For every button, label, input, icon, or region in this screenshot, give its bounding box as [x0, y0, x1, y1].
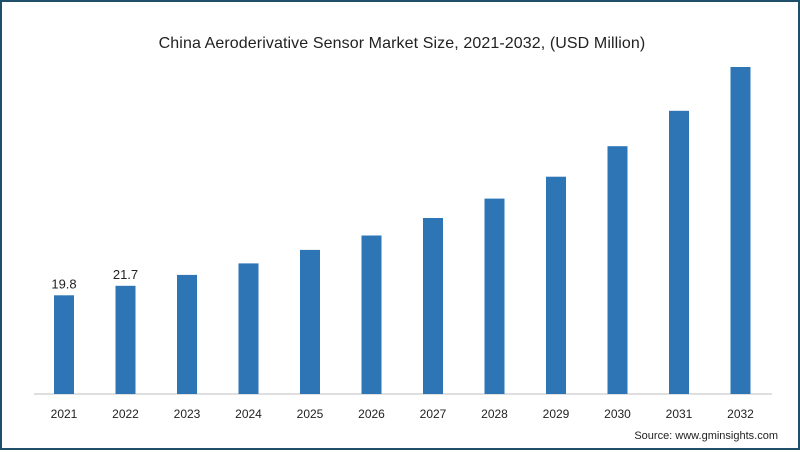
data-labels-group: 19.8 21.7 [51, 267, 138, 292]
data-label: 19.8 [51, 276, 76, 291]
x-tick-label: 2028 [481, 407, 508, 421]
bar-2028 [484, 198, 505, 394]
bar-2029 [546, 176, 566, 394]
data-label: 21.7 [113, 267, 138, 282]
bar-2022 [115, 285, 136, 394]
source-note: Source: www.gminsights.com [634, 430, 778, 442]
x-tick-label: 2023 [174, 407, 201, 421]
x-tick-label: 2021 [51, 407, 78, 421]
x-tick-label: 2025 [297, 407, 324, 421]
chart-title: China Aeroderivative Sensor Market Size,… [158, 35, 646, 52]
x-tick-label: 2026 [358, 407, 385, 421]
x-tick-label: 2022 [112, 407, 139, 421]
x-tick-label: 2027 [420, 407, 447, 421]
bar-2027 [423, 218, 443, 394]
x-tick-label: 2029 [543, 407, 570, 421]
bars-group [54, 67, 751, 395]
x-tick-label: 2030 [604, 407, 631, 421]
bar-2023 [177, 274, 197, 394]
x-tick-label: 2032 [727, 407, 754, 421]
bar-2030 [607, 146, 628, 394]
x-tick-label: 2031 [666, 407, 693, 421]
x-tick-labels-group: 2021 2022 2023 2024 2025 2026 2027 2028 2029 2030… [51, 407, 755, 421]
bar-2021 [54, 295, 74, 394]
bar-2024 [238, 263, 259, 394]
bar-2026 [361, 235, 382, 394]
bar-2031 [669, 110, 689, 395]
bar-2032 [730, 67, 751, 394]
x-tick-label: 2024 [235, 407, 262, 421]
bar-2025 [300, 249, 320, 394]
